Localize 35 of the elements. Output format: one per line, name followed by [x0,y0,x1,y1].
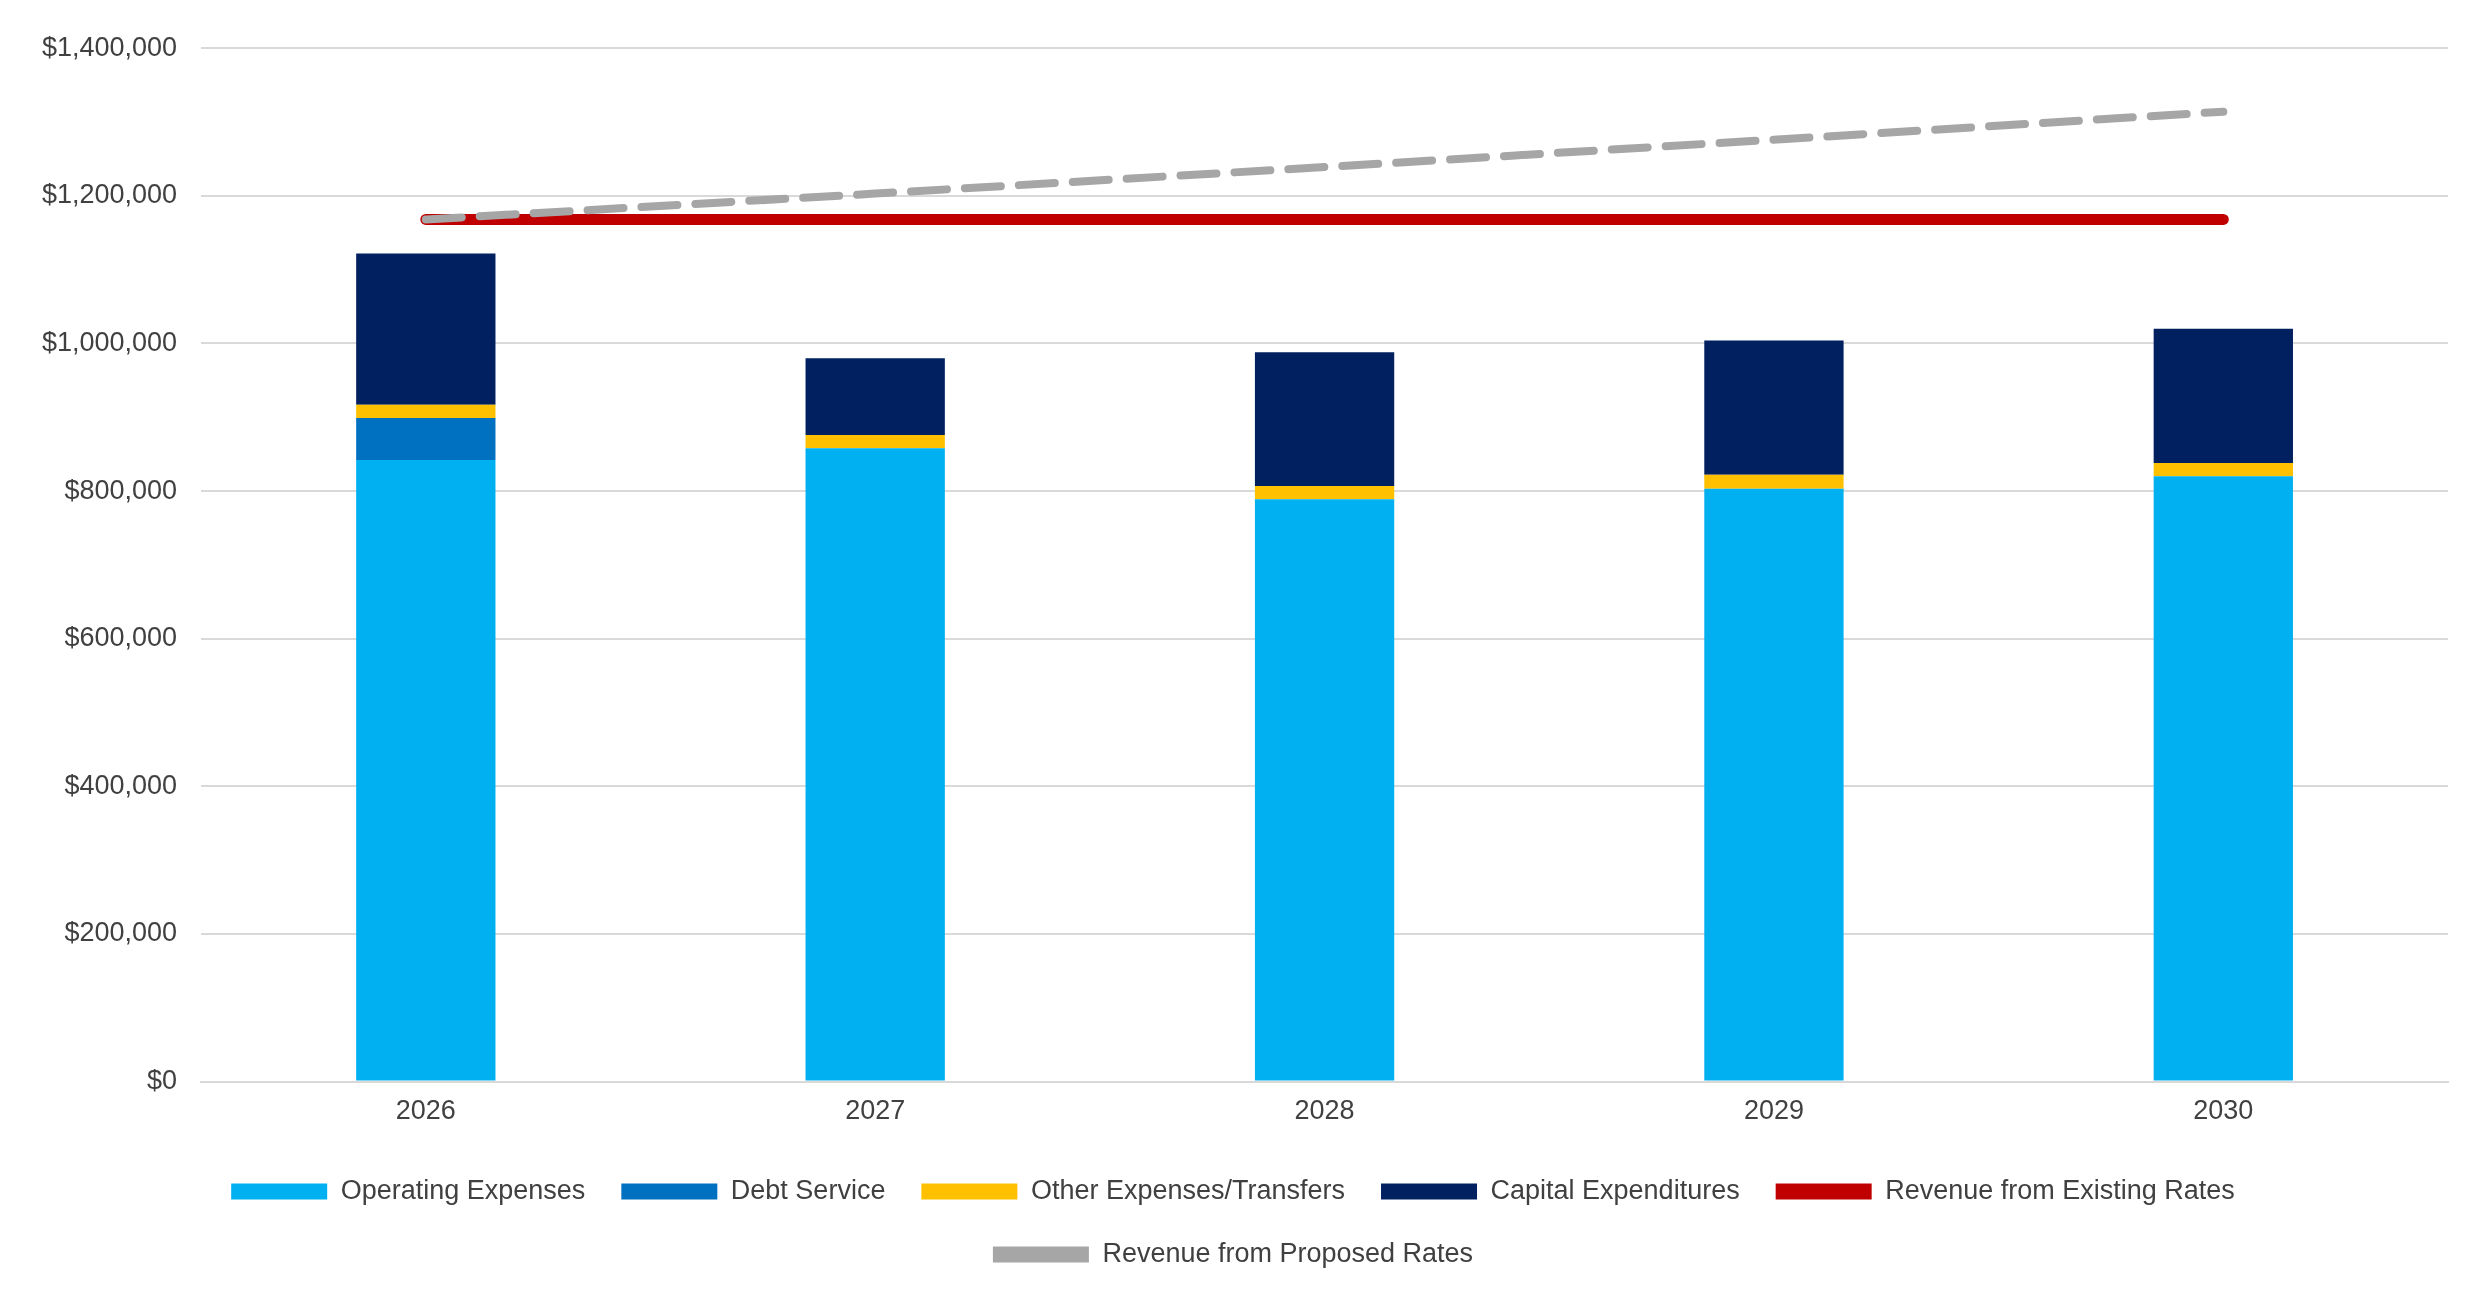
x-tick-label: 2028 [1294,1095,1355,1126]
y-tick-label: $200,000 [64,917,178,948]
bar [1254,485,1395,500]
bar [356,253,496,405]
legend-label: Other Expenses/Transfers [1030,1174,1346,1205]
y-tick-label: $1,400,000 [41,31,178,62]
x-tick-label: 2026 [395,1095,456,1126]
bar [805,358,945,435]
bar [805,448,945,1081]
bar [2153,476,2293,1081]
bar [356,418,496,461]
y-tick-label: $1,000,000 [41,326,178,357]
x-tick-label: 2029 [1743,1095,1804,1126]
legend-label: Debt Service [730,1174,886,1205]
bar [1704,340,1844,475]
legend-label: Revenue from Existing Rates [1885,1174,2235,1205]
legend-label: Revenue from Proposed Rates [1102,1237,1474,1268]
x-tick-label: 2030 [2193,1095,2254,1126]
bar [1704,488,1844,1081]
legend-label: Operating Expenses [340,1174,586,1205]
bar [1254,352,1395,486]
x-tick-label: 2027 [845,1095,906,1126]
y-tick-label: $800,000 [64,474,178,505]
bar [805,434,945,449]
bar [356,460,496,1081]
bar [356,404,496,419]
bar [2153,463,2293,477]
y-tick-label: $1,200,000 [41,179,178,210]
legend-label: Capital Expenditures [1490,1174,1740,1205]
y-tick-label: $0 [147,1065,178,1096]
y-tick-label: $600,000 [64,622,178,653]
bar [2153,328,2293,464]
y-tick-label: $400,000 [64,769,178,800]
bar [1254,499,1395,1081]
bar [1704,474,1844,489]
